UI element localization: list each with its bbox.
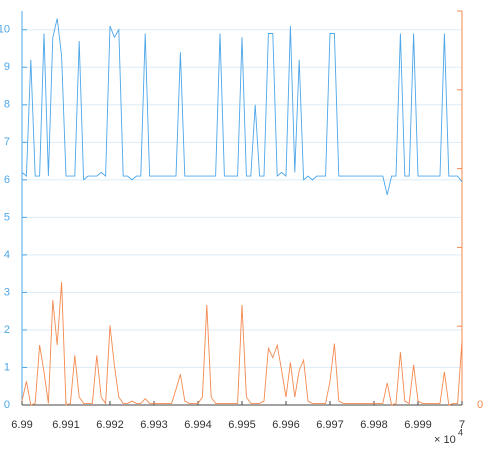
y-tick-label: 6 [4,174,10,186]
y-tick-label: 3 [4,286,10,298]
series-line [21,282,463,406]
y-tick-label: 9 [4,61,10,73]
y-tick-label: 8 [4,99,10,111]
x-tick-label: 6.993 [140,419,168,431]
x-tick-label: 6.997 [316,419,344,431]
y2-tick-label: 0 [477,399,483,411]
x-exponent-base: × 10 [434,434,456,446]
x-tick-label: 6.992 [96,419,124,431]
x-tick-label: 6.994 [184,419,212,431]
y-tick-label: 1 [4,361,10,373]
x-tick-label: 6.991 [52,419,80,431]
x-tick-label: 7 [459,419,465,431]
y-tick-label: 2 [4,324,10,336]
x-tick-label: 6.99 [11,419,32,431]
x-tick-label: 6.996 [272,419,300,431]
x-tick-label: 6.995 [228,419,256,431]
y-tick-label: 0 [4,399,10,411]
y-tick-label: 5 [4,211,10,223]
series-line [21,18,463,195]
x-tick-label: 6.998 [360,419,388,431]
y-tick-label: 10 [0,24,10,36]
y-tick-label: 7 [4,136,10,148]
y-tick-label: 4 [4,249,10,261]
x-tick-label: 6.999 [404,419,432,431]
x-exponent: 4 [458,427,463,437]
